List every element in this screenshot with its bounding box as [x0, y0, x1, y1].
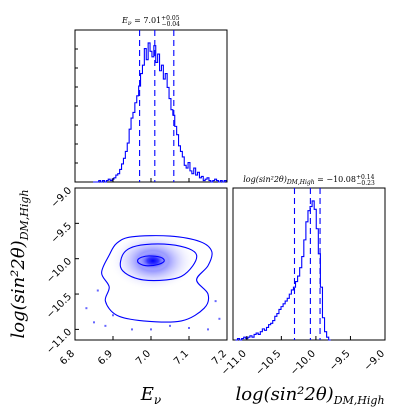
title-subscript: DM,High	[286, 179, 315, 186]
y-tick-label: −9.0	[49, 185, 74, 210]
outlier-point	[169, 324, 171, 327]
title-subscript: ν	[128, 20, 132, 27]
y-tick-label: −10.5	[45, 291, 74, 320]
x-tick-label: −9.5	[328, 348, 353, 373]
x-tick-label: −10.5	[254, 348, 283, 377]
outlier-point	[112, 314, 114, 317]
x-axis-label-mixing: log(sin²2θ)DM,High	[235, 384, 384, 407]
y-tick-label: −10.0	[45, 256, 74, 285]
x-tick-label: −10.0	[289, 348, 318, 377]
title-symbol: E	[121, 16, 128, 25]
label-subscript: ν	[154, 393, 161, 407]
panel-mixing-histogram: log(sin²2θ)DM,High = −10.08+0.14 −0.23	[232, 174, 386, 341]
x-axis-label-e-nu: Eν	[140, 384, 161, 407]
outlier-point	[218, 317, 221, 320]
contour-inner	[137, 255, 165, 267]
title-upper-error: +0.05	[161, 15, 180, 22]
title-lower-error: −0.23	[356, 180, 375, 187]
panel-e-nu-histogram: Eν = 7.01+0.05 −0.04	[74, 15, 228, 183]
title-symbol: log(sin²2θ)	[243, 175, 287, 184]
x-tick-label: 7.1	[172, 348, 191, 367]
panel-title-e-nu: Eν = 7.01+0.05 −0.04	[121, 15, 180, 28]
outlier-point	[188, 326, 190, 329]
contour-outer	[101, 235, 213, 323]
histogram-steps	[93, 42, 227, 183]
title-value: = 7.01	[132, 16, 162, 25]
outlier-point	[150, 328, 152, 331]
outlier-point	[96, 289, 99, 292]
panel-joint-contour	[74, 187, 228, 341]
x-tick-label: −9.0	[362, 348, 387, 373]
label-subscript: DM,High	[333, 394, 385, 407]
label-main: log(sin²2θ)	[235, 384, 333, 405]
x-tick-label: 6.9	[96, 348, 115, 367]
label-main: log(sin²2θ)	[8, 240, 29, 338]
outlier-point	[93, 321, 95, 324]
outlier-point	[85, 307, 88, 310]
y-tick-label: −9.5	[49, 221, 74, 246]
outlier-point	[104, 324, 107, 327]
title-lower-error: −0.04	[162, 21, 181, 28]
y-axis-label-mixing: log(sin²2θ)DM,High	[8, 189, 31, 338]
outlier-point	[131, 328, 133, 331]
contour-middle	[119, 243, 198, 281]
histogram-steps	[235, 200, 331, 341]
label-subscript: DM,High	[18, 189, 31, 241]
title-value: = −10.08	[315, 175, 356, 184]
panel-frame	[232, 187, 386, 341]
title-upper-error: +0.14	[356, 174, 375, 181]
panel-frame	[74, 29, 228, 183]
outlier-point	[214, 300, 217, 303]
x-tick-label: 6.8	[58, 348, 77, 367]
panel-title-mixing: log(sin²2θ)DM,High = −10.08+0.14 −0.23	[243, 174, 375, 187]
label-main: E	[140, 384, 154, 405]
x-tick-label: 7.0	[134, 348, 153, 367]
outlier-point	[207, 328, 209, 331]
